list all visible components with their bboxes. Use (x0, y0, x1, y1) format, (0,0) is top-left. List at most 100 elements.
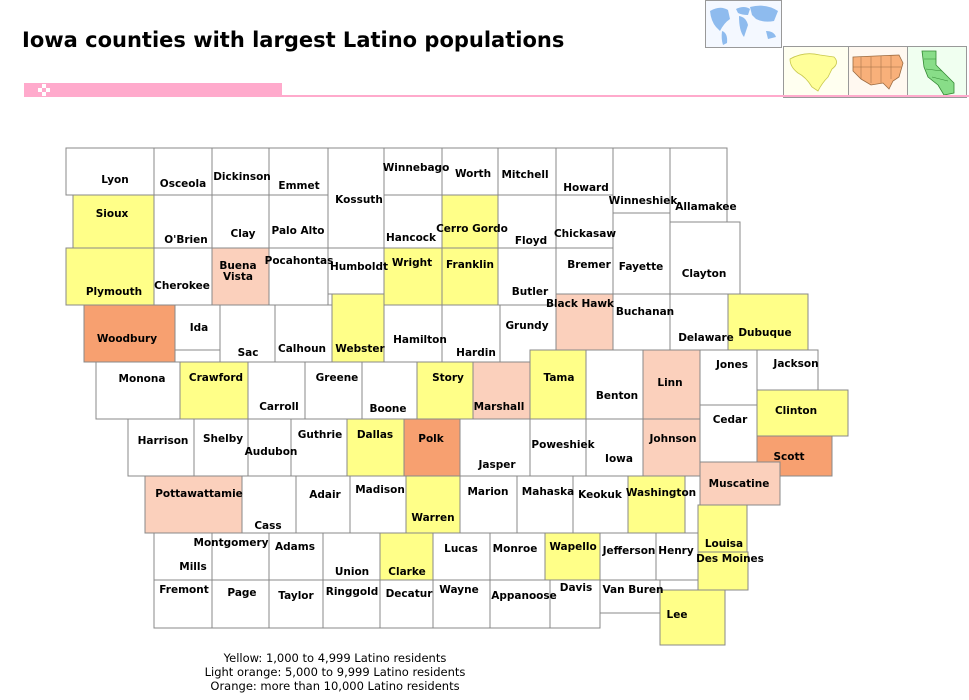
county-polk[interactable] (403, 418, 461, 477)
county-marion[interactable] (459, 475, 518, 534)
county-jasper[interactable] (459, 418, 531, 477)
north-america-map-thumbnail[interactable] (783, 46, 849, 98)
county-franklin[interactable] (441, 247, 499, 306)
county-montgomery[interactable] (211, 532, 270, 581)
county-benton[interactable] (585, 349, 644, 420)
county-cerro-gordo[interactable] (441, 194, 499, 249)
county-monroe[interactable] (489, 532, 546, 581)
usa-map-thumbnail[interactable] (848, 46, 908, 98)
county-label-pocahontas: Pocahontas (265, 255, 334, 267)
county-henry[interactable] (655, 532, 699, 581)
county-carroll[interactable] (247, 361, 306, 420)
county-johnson[interactable] (642, 418, 701, 477)
county-crawford[interactable] (179, 361, 249, 420)
county-buena-vista[interactable] (211, 247, 270, 306)
county-label-johnson: Johnson (648, 433, 696, 445)
county-tama[interactable] (529, 349, 587, 420)
county-madison[interactable] (349, 475, 407, 534)
county-washington[interactable] (627, 475, 686, 534)
county-boone[interactable] (361, 361, 418, 420)
county-marshall[interactable] (472, 361, 531, 420)
county-label-osceola: Osceola (160, 178, 206, 190)
county-louisa[interactable] (697, 504, 748, 553)
county-adair[interactable] (295, 475, 351, 534)
county-lee[interactable] (659, 589, 726, 646)
county-wright[interactable] (383, 247, 443, 306)
county-clayton[interactable] (669, 221, 741, 295)
county-wapello[interactable] (544, 532, 601, 581)
county-label-monona: Monona (119, 373, 166, 385)
county-hardin[interactable] (441, 304, 501, 363)
county-mitchell[interactable] (497, 147, 557, 196)
county-iowa[interactable] (585, 418, 644, 477)
county-guthrie[interactable] (290, 418, 348, 477)
county-chickasaw[interactable] (555, 194, 614, 249)
county-plymouth[interactable] (65, 247, 155, 306)
county-sioux[interactable] (72, 194, 155, 249)
county-label-adair: Adair (309, 489, 341, 501)
county-taylor[interactable] (268, 579, 324, 629)
county-mahaska[interactable] (516, 475, 574, 534)
county-keokuk[interactable] (572, 475, 629, 534)
county-jackson[interactable] (756, 349, 819, 391)
county-jones[interactable] (699, 349, 758, 406)
county-hancock[interactable] (383, 194, 443, 249)
county-audubon[interactable] (247, 418, 292, 477)
county-lucas[interactable] (432, 532, 491, 581)
county-calhoun[interactable] (274, 304, 333, 363)
county-clay[interactable] (211, 194, 270, 249)
legend-orange: Orange: more than 10,000 Latino resident… (210, 679, 460, 693)
county-linn[interactable] (642, 349, 701, 420)
county-howard[interactable] (555, 147, 614, 196)
county-ringgold[interactable] (322, 579, 381, 629)
county-dallas[interactable] (346, 418, 405, 477)
county-label-jefferson: Jefferson (602, 545, 656, 557)
county-label-page: Page (227, 587, 256, 599)
county-emmet[interactable] (268, 147, 329, 196)
county-label-madison: Madison (355, 484, 405, 496)
county-monona[interactable] (95, 361, 181, 420)
county-label-cherokee: Cherokee (154, 280, 210, 292)
county-bremer[interactable] (555, 247, 614, 295)
county-poweshiek[interactable] (529, 418, 587, 477)
county-label-wapello: Wapello (549, 541, 596, 553)
county-fremont[interactable] (153, 579, 213, 629)
county-palo-alto[interactable] (268, 194, 329, 249)
county-cedar[interactable] (699, 404, 758, 463)
county-dubuque[interactable] (727, 293, 809, 351)
county-label-emmet: Emmet (278, 180, 319, 192)
county-label-ida: Ida (190, 322, 209, 334)
county-story[interactable] (416, 361, 474, 420)
county-cherokee[interactable] (153, 247, 213, 306)
county-clinton[interactable] (756, 389, 849, 437)
county-des-moines[interactable] (697, 551, 749, 591)
county-label-scott: Scott (773, 451, 804, 463)
county-buchanan[interactable] (612, 293, 671, 351)
county-greene[interactable] (304, 361, 363, 420)
county-warren[interactable] (405, 475, 461, 534)
county-appanoose[interactable] (489, 579, 551, 629)
county-label-butler: Butler (512, 286, 549, 298)
county-van-buren[interactable] (599, 579, 661, 614)
california-map-thumbnail[interactable] (907, 46, 967, 98)
county-labels: Lyon Osceola Dickinson Emmet Kossuth Winnebag… (86, 162, 819, 621)
county-label-audubon: Audubon (245, 446, 298, 458)
county-harrison[interactable] (127, 418, 195, 477)
county-label-cerro-gordo: Cerro Gordo (436, 223, 508, 235)
county-label-buena-vista: Buena Vista (219, 260, 256, 283)
county-page[interactable] (211, 579, 270, 629)
world-map-thumbnail[interactable] (705, 0, 782, 48)
county-wayne[interactable] (432, 579, 491, 629)
county-floyd[interactable] (497, 194, 557, 249)
county-label-harrison: Harrison (138, 435, 189, 447)
county-fayette[interactable] (612, 212, 671, 295)
county-dickinson[interactable] (211, 147, 270, 196)
county-shelby[interactable] (193, 418, 249, 477)
county-davis[interactable] (549, 579, 601, 629)
county-humboldt[interactable] (327, 247, 385, 295)
county-pottawattamie[interactable] (144, 475, 243, 534)
county-lyon[interactable] (65, 147, 155, 196)
header-divider (282, 95, 969, 97)
county-label-cass: Cass (254, 520, 281, 532)
